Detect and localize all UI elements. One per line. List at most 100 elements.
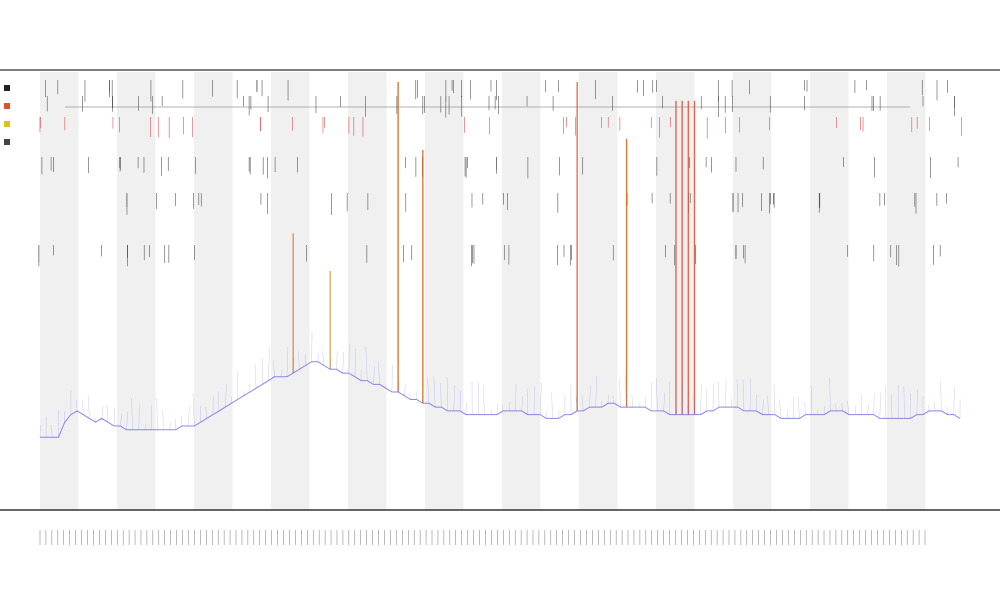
series-point xyxy=(515,384,517,411)
series-point xyxy=(501,403,504,411)
series-point xyxy=(916,389,918,415)
legend-swatch-1 xyxy=(4,103,10,109)
series-point xyxy=(120,413,122,427)
series-point xyxy=(946,407,948,415)
series-point xyxy=(835,403,837,411)
series-point xyxy=(453,385,456,411)
series-point xyxy=(644,394,647,408)
series-point xyxy=(793,396,795,419)
series-point xyxy=(940,380,942,411)
series-point xyxy=(804,402,806,415)
series-point xyxy=(595,375,597,408)
series-point xyxy=(254,363,257,389)
series-point xyxy=(144,423,147,430)
series-point xyxy=(268,347,270,381)
series-point xyxy=(762,399,764,415)
series-point xyxy=(348,343,351,374)
series-point xyxy=(841,403,843,411)
band-7 xyxy=(579,72,618,510)
series-point xyxy=(286,346,289,377)
series-point xyxy=(521,396,524,411)
series-point xyxy=(298,351,300,370)
series-point xyxy=(126,411,129,430)
series-point xyxy=(797,396,800,419)
series-point xyxy=(248,383,251,392)
series-point xyxy=(575,395,578,411)
series-point xyxy=(927,404,930,411)
series-point xyxy=(705,387,708,411)
band-1 xyxy=(117,72,156,510)
band-0 xyxy=(40,72,79,510)
axes xyxy=(0,69,1000,511)
series-point xyxy=(404,384,406,396)
series-point xyxy=(539,383,542,415)
series-line-0 xyxy=(40,361,961,438)
series-point xyxy=(675,409,678,415)
series-point xyxy=(656,377,658,411)
series-point xyxy=(94,417,96,423)
series-point xyxy=(773,383,776,415)
series-point xyxy=(113,407,116,426)
annotation-tracks xyxy=(38,80,962,267)
series-point xyxy=(810,385,813,415)
series-point xyxy=(873,392,875,415)
band-10 xyxy=(810,72,849,510)
series-point xyxy=(496,403,498,415)
series-point xyxy=(440,383,442,408)
series-point xyxy=(749,378,752,411)
series-point xyxy=(162,410,164,430)
series-point xyxy=(373,366,375,385)
series-point xyxy=(867,404,869,415)
series-point xyxy=(736,379,738,408)
series-point xyxy=(138,404,140,430)
band-11 xyxy=(887,72,926,510)
series-point xyxy=(854,405,857,415)
legend-swatch-0 xyxy=(4,85,10,91)
series-point xyxy=(88,395,90,419)
series-point xyxy=(551,392,553,419)
series-point xyxy=(717,381,720,408)
series-point xyxy=(50,424,53,438)
series-point xyxy=(273,359,275,377)
alternating-bands xyxy=(40,72,926,510)
series-point xyxy=(365,346,368,381)
series-point xyxy=(509,401,511,411)
series-point xyxy=(767,395,769,415)
series-point xyxy=(433,376,436,408)
series-point xyxy=(546,411,548,419)
x-tick-labels xyxy=(39,530,926,545)
series-point xyxy=(427,378,430,404)
band-9 xyxy=(733,72,772,510)
series-point xyxy=(879,393,881,419)
series-point xyxy=(693,395,695,415)
series-point xyxy=(933,401,936,411)
series-point xyxy=(612,396,615,404)
series-point xyxy=(192,392,195,426)
series-point xyxy=(619,378,621,408)
legend-swatch-3 xyxy=(4,139,10,145)
series-point xyxy=(891,394,893,419)
series-point xyxy=(101,406,104,419)
series-point xyxy=(725,379,727,408)
series-point xyxy=(903,385,905,419)
series-point xyxy=(884,385,887,419)
series-point xyxy=(409,393,411,400)
series-point xyxy=(169,422,172,430)
band-5 xyxy=(425,72,464,510)
series-point xyxy=(106,404,109,423)
series-point xyxy=(687,406,689,415)
series-point xyxy=(205,406,207,419)
legend xyxy=(4,85,10,145)
series-point xyxy=(829,377,831,411)
series-point xyxy=(378,360,380,385)
series-point xyxy=(589,385,591,408)
series-point xyxy=(526,388,529,415)
series-lines xyxy=(39,331,961,438)
series-point xyxy=(490,409,493,415)
series-point xyxy=(742,379,745,411)
series-point xyxy=(847,401,850,415)
series-point xyxy=(181,416,183,426)
series-point xyxy=(342,351,345,374)
series-point xyxy=(482,385,485,415)
